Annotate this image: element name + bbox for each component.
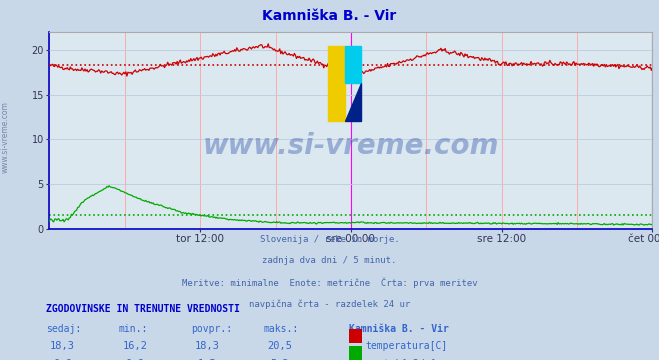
Text: Kamniška B. - Vir: Kamniška B. - Vir	[349, 324, 449, 334]
Bar	[345, 46, 361, 84]
Text: 0,6: 0,6	[53, 359, 72, 360]
Text: 18,3: 18,3	[50, 341, 75, 351]
Polygon shape	[345, 84, 361, 121]
Text: min.:: min.:	[119, 324, 148, 334]
Text: 18,3: 18,3	[195, 341, 220, 351]
Text: maks.:: maks.:	[264, 324, 299, 334]
Text: 16,2: 16,2	[123, 341, 148, 351]
Text: Kamniška B. - Vir: Kamniška B. - Vir	[262, 9, 397, 23]
Text: 20,5: 20,5	[268, 341, 293, 351]
Text: navpična črta - razdelek 24 ur: navpična črta - razdelek 24 ur	[249, 300, 410, 309]
Text: povpr.:: povpr.:	[191, 324, 232, 334]
Text: 0,6: 0,6	[126, 359, 144, 360]
Text: ZGODOVINSKE IN TRENUTNE VREDNOSTI: ZGODOVINSKE IN TRENUTNE VREDNOSTI	[46, 304, 240, 314]
Text: zadnja dva dni / 5 minut.: zadnja dva dni / 5 minut.	[262, 256, 397, 265]
Text: 1,5: 1,5	[198, 359, 217, 360]
Text: 5,2: 5,2	[271, 359, 289, 360]
Text: temperatura[C]: temperatura[C]	[366, 341, 448, 351]
Text: www.si-vreme.com: www.si-vreme.com	[1, 101, 10, 173]
Text: www.si-vreme.com: www.si-vreme.com	[203, 132, 499, 160]
Text: Meritve: minimalne  Enote: metrične  Črta: prva meritev: Meritve: minimalne Enote: metrične Črta:…	[182, 278, 477, 288]
Text: pretok[m3/s]: pretok[m3/s]	[366, 359, 436, 360]
Text: Slovenija / reke in morje.: Slovenija / reke in morje.	[260, 235, 399, 244]
Bar	[328, 46, 345, 121]
Text: sedaj:: sedaj:	[46, 324, 81, 334]
